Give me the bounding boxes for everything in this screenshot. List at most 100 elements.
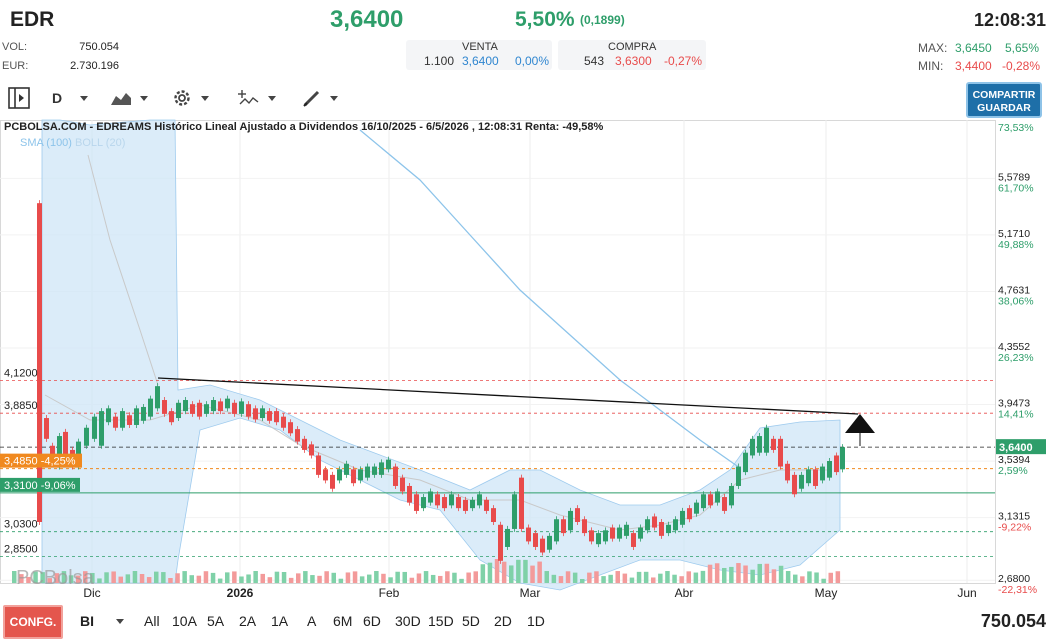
- volume-bar: [331, 572, 336, 583]
- level-label: 3,8850: [4, 400, 38, 412]
- volume-bar: [33, 571, 38, 583]
- volume-bar: [466, 572, 471, 583]
- candle-body: [799, 474, 804, 489]
- candle-body: [456, 497, 461, 509]
- candle-body: [92, 416, 97, 439]
- range-6m[interactable]: 6M: [333, 613, 353, 629]
- candle-body: [281, 416, 286, 428]
- config-button[interactable]: CONFG.: [3, 605, 63, 639]
- range-2d[interactable]: 2D: [494, 613, 512, 629]
- candle-body: [106, 408, 111, 423]
- candle-body: [610, 527, 615, 539]
- range-6d[interactable]: 6D: [363, 613, 381, 629]
- candle-body: [211, 400, 216, 412]
- volume-bar: [118, 576, 123, 583]
- range-all[interactable]: All: [144, 613, 160, 629]
- candle-body: [840, 447, 845, 470]
- legend-sma: SMA (100): [20, 137, 72, 149]
- candle-body: [729, 485, 734, 506]
- volume-bar: [459, 578, 464, 583]
- y-tick-percent: 14,41%: [998, 409, 1034, 421]
- indicators-select[interactable]: [238, 86, 276, 110]
- candle-body: [183, 400, 188, 412]
- volume-bar: [707, 564, 713, 583]
- volume-bar: [75, 575, 81, 583]
- candles: [37, 200, 845, 564]
- candle-body: [50, 445, 55, 460]
- candle-body: [785, 463, 790, 481]
- candle-body: [57, 436, 62, 467]
- volume-bar: [175, 573, 180, 583]
- candle-body: [596, 533, 601, 545]
- volume-bar: [310, 575, 315, 583]
- candle-body: [134, 408, 139, 425]
- candle-body: [652, 516, 657, 528]
- pencil-icon: [303, 90, 320, 107]
- candle-body: [309, 444, 314, 456]
- drawing-tools-select[interactable]: [302, 86, 338, 110]
- candle-body: [386, 459, 391, 470]
- current-price-label: 3,6400: [999, 442, 1033, 454]
- chevron-down-icon: [116, 618, 124, 624]
- chart-type-select[interactable]: [110, 86, 148, 110]
- volume-bar: [281, 572, 287, 583]
- candle-body: [701, 494, 706, 509]
- change-absolute: (0,1899): [580, 13, 625, 27]
- range-30d[interactable]: 30D: [395, 613, 421, 629]
- volume-bar: [324, 571, 329, 583]
- range-10a[interactable]: 10A: [172, 613, 197, 629]
- buy-price: 3,6300: [615, 54, 652, 68]
- period-select[interactable]: D: [52, 86, 89, 110]
- settings-select[interactable]: [171, 86, 209, 110]
- candle-body: [37, 203, 42, 523]
- range-5a[interactable]: 5A: [207, 613, 225, 629]
- level-label: 4,1200: [4, 368, 38, 380]
- range-a[interactable]: A: [307, 613, 317, 629]
- save-label: GUARDAR: [977, 102, 1031, 114]
- range-1d[interactable]: 1D: [527, 613, 545, 629]
- level-label: 2,8500: [4, 544, 38, 556]
- volume-bar: [90, 572, 95, 583]
- volume-bar: [445, 571, 450, 583]
- candle-body: [232, 402, 237, 414]
- candle-body: [344, 463, 349, 475]
- volume-bar: [146, 577, 152, 583]
- candle-body: [533, 533, 538, 547]
- volume-bar: [629, 577, 635, 583]
- candle-body: [694, 502, 699, 514]
- volume-bar: [423, 571, 429, 583]
- sidebar-toggle-button[interactable]: [7, 86, 31, 110]
- candle-body: [442, 497, 447, 509]
- candle-body: [736, 466, 741, 486]
- max-pct: 5,65%: [1005, 41, 1040, 55]
- buy-title: COMPRA: [608, 41, 657, 53]
- sell-pct: 0,00%: [515, 54, 550, 68]
- volume-bar: [182, 571, 187, 583]
- volume-bar: [317, 575, 322, 583]
- volume-bar: [359, 576, 365, 583]
- candle-body: [820, 466, 825, 481]
- bi-select[interactable]: BI: [80, 613, 124, 629]
- candle-body: [589, 530, 594, 542]
- range-2a[interactable]: 2A: [239, 613, 257, 629]
- range-15d[interactable]: 15D: [428, 613, 454, 629]
- chart-toolbar: D: [0, 82, 1058, 114]
- candle-body: [316, 455, 321, 475]
- volume-bar: [565, 571, 571, 583]
- volume-bar: [686, 571, 691, 583]
- range-1a[interactable]: 1A: [271, 613, 289, 629]
- indicators-icon: [238, 90, 259, 105]
- share-save-button[interactable]: COMPARTIR GUARDAR: [966, 82, 1042, 118]
- candle-body: [239, 401, 244, 414]
- sma-early-line: [87, 154, 159, 386]
- volume-bar: [104, 572, 109, 583]
- volume-bar: [807, 571, 812, 583]
- range-5d[interactable]: 5D: [462, 613, 480, 629]
- candle-body: [715, 491, 720, 503]
- sma-line: [359, 129, 741, 469]
- volume-bar: [40, 572, 45, 583]
- volume-bar: [544, 571, 549, 583]
- volume-bar: [651, 577, 656, 583]
